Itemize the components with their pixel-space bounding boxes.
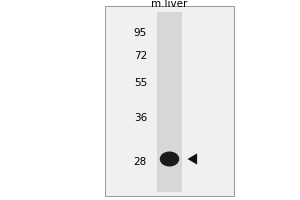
- Text: 28: 28: [134, 157, 147, 167]
- Polygon shape: [188, 153, 197, 165]
- Bar: [157, 12, 182, 192]
- Text: 36: 36: [134, 113, 147, 123]
- Text: 55: 55: [134, 78, 147, 88]
- Ellipse shape: [160, 152, 179, 166]
- Text: 72: 72: [134, 51, 147, 61]
- Text: 95: 95: [134, 28, 147, 38]
- Bar: [105, 6, 234, 196]
- Text: m.liver: m.liver: [151, 0, 188, 9]
